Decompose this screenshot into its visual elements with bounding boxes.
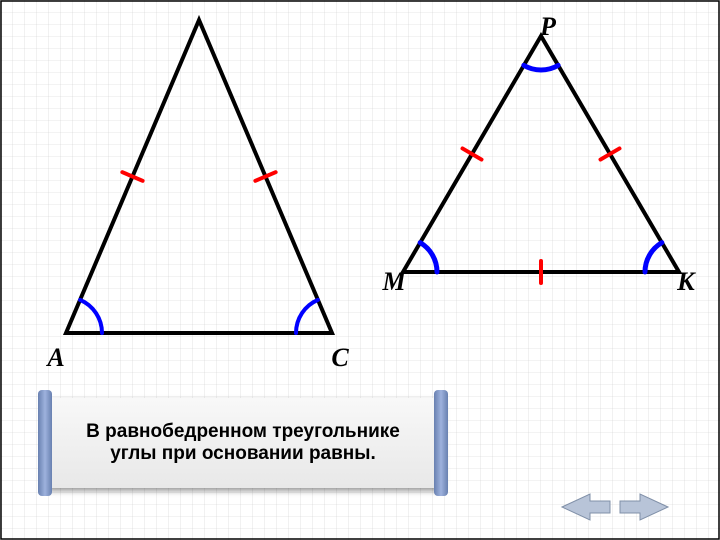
scroll-cap-left [38, 390, 52, 496]
nav-arrows [560, 492, 670, 522]
vertex-label-a: А [47, 343, 64, 373]
vertex-label-m: М [382, 267, 405, 297]
theorem-box: В равнобедренном треугольнике углы при о… [44, 398, 442, 488]
vertex-label-k: К [677, 267, 695, 297]
scroll-cap-right [434, 390, 448, 496]
theorem-line2: углы при основании равны. [86, 443, 400, 465]
theorem-text: В равнобедренном треугольнике углы при о… [64, 421, 422, 465]
diagram-canvas: А С Р М К В равнобедренном треугольнике … [0, 0, 720, 540]
vertex-label-p: Р [540, 12, 556, 42]
next-arrow-icon[interactable] [618, 492, 670, 522]
prev-arrow-icon[interactable] [560, 492, 612, 522]
vertex-label-c: С [331, 343, 348, 373]
theorem-line1: В равнобедренном треугольнике [86, 421, 400, 443]
